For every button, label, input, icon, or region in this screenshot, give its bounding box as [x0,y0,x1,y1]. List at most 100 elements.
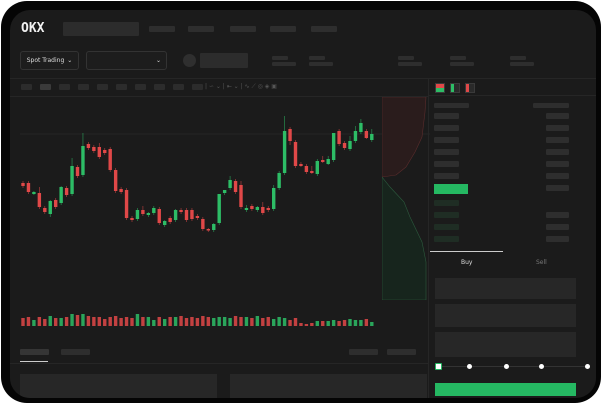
candle[interactable] [113,168,118,193]
candle[interactable] [250,204,254,211]
candle[interactable] [228,176,232,190]
candle[interactable] [217,194,221,225]
tab-order-history[interactable] [61,349,90,355]
candle[interactable] [37,187,42,209]
candle[interactable] [206,228,210,232]
candle[interactable] [326,156,330,165]
candle[interactable] [141,206,145,216]
candle[interactable] [179,208,183,214]
candle[interactable] [359,119,363,134]
candle[interactable] [222,190,227,195]
candle[interactable] [135,208,140,221]
tab-sell[interactable]: Sell [536,259,547,266]
candle[interactable] [92,145,96,153]
candle[interactable] [168,216,172,224]
candle[interactable] [239,181,243,209]
slider-step-75[interactable] [539,364,544,369]
amount-slider-track[interactable] [440,366,588,367]
candle[interactable] [86,142,91,150]
slider-step-100[interactable] [585,364,590,369]
timeframe-button[interactable] [192,84,203,90]
candle[interactable] [304,164,309,174]
candle[interactable] [163,220,167,227]
candle[interactable] [54,198,58,209]
nav-item[interactable] [230,26,256,32]
filter-button[interactable] [387,349,416,355]
candle[interactable] [277,171,281,190]
candle[interactable] [288,127,292,145]
candle[interactable] [310,166,314,174]
nav-item[interactable] [149,26,175,32]
candle[interactable] [244,205,249,212]
candle[interactable] [70,158,74,196]
okx-logo[interactable]: OKX [21,21,45,36]
amount-input[interactable] [435,304,576,327]
candle[interactable] [261,202,265,215]
candle[interactable] [348,136,352,151]
candlestick-chart[interactable] [10,10,430,340]
candle[interactable] [212,223,216,232]
tab-open-orders[interactable] [20,349,49,355]
candle[interactable] [282,116,287,175]
total-input[interactable] [435,332,576,357]
candle[interactable] [152,206,156,215]
candle[interactable] [119,187,123,194]
candle[interactable] [293,140,298,168]
timeframe-button[interactable] [97,84,108,90]
timeframe-button[interactable] [78,84,89,90]
candle[interactable] [255,206,260,212]
search-placeholder[interactable] [63,22,139,36]
candle[interactable] [130,216,134,222]
candle[interactable] [184,208,189,222]
timeframe-button[interactable] [154,84,165,90]
candle[interactable] [48,200,52,217]
candle[interactable] [108,147,112,172]
timeframe-button[interactable] [40,84,51,90]
candle[interactable] [337,129,341,146]
candle[interactable] [124,188,129,220]
candle[interactable] [272,185,276,211]
tab-buy[interactable]: Buy [461,259,473,266]
timeframe-button[interactable] [173,84,184,90]
candle[interactable] [64,186,69,197]
candle[interactable] [190,208,194,221]
candle[interactable] [81,133,85,177]
nav-item[interactable] [188,26,214,32]
orderbook-asks-icon[interactable] [465,83,475,93]
candle[interactable] [299,162,303,167]
timeframe-button[interactable] [21,84,32,90]
candle[interactable] [26,181,31,194]
orderbook-bids-icon[interactable] [450,83,460,93]
candle[interactable] [331,133,336,162]
candle[interactable] [173,209,178,222]
candle[interactable] [315,159,319,176]
candle[interactable] [75,165,80,178]
candle[interactable] [342,141,347,150]
candle[interactable] [59,186,63,205]
candle[interactable] [21,181,25,188]
price-input[interactable] [435,278,576,299]
candle[interactable] [103,148,107,155]
spot-trading-dropdown[interactable]: Spot Trading ⌄ [20,51,79,70]
candle[interactable] [146,212,151,217]
candle[interactable] [370,129,374,142]
buy-submit-button[interactable] [435,383,576,396]
timeframe-button[interactable] [59,84,70,90]
orderbook-both-icon[interactable] [435,83,445,93]
candle[interactable] [97,143,101,159]
slider-step-50[interactable] [504,364,509,369]
timeframe-button[interactable] [116,84,127,90]
candle[interactable] [195,214,200,220]
slider-step-25[interactable] [467,364,472,369]
candle[interactable] [32,191,36,195]
candle[interactable] [43,206,47,214]
slider-handle[interactable] [435,363,442,370]
nav-item[interactable] [270,26,296,32]
pair-selector-dropdown[interactable]: ⌄ [86,51,167,70]
candle[interactable] [321,156,325,163]
candle[interactable] [157,207,161,225]
indicator-tools[interactable]: | ∽ ⌄ | ⇤ ⌄ | ∿ ⟋ ◎ ◈ ▣ [205,83,277,90]
filter-button[interactable] [349,349,378,355]
candle[interactable] [233,179,238,194]
timeframe-button[interactable] [135,84,146,90]
